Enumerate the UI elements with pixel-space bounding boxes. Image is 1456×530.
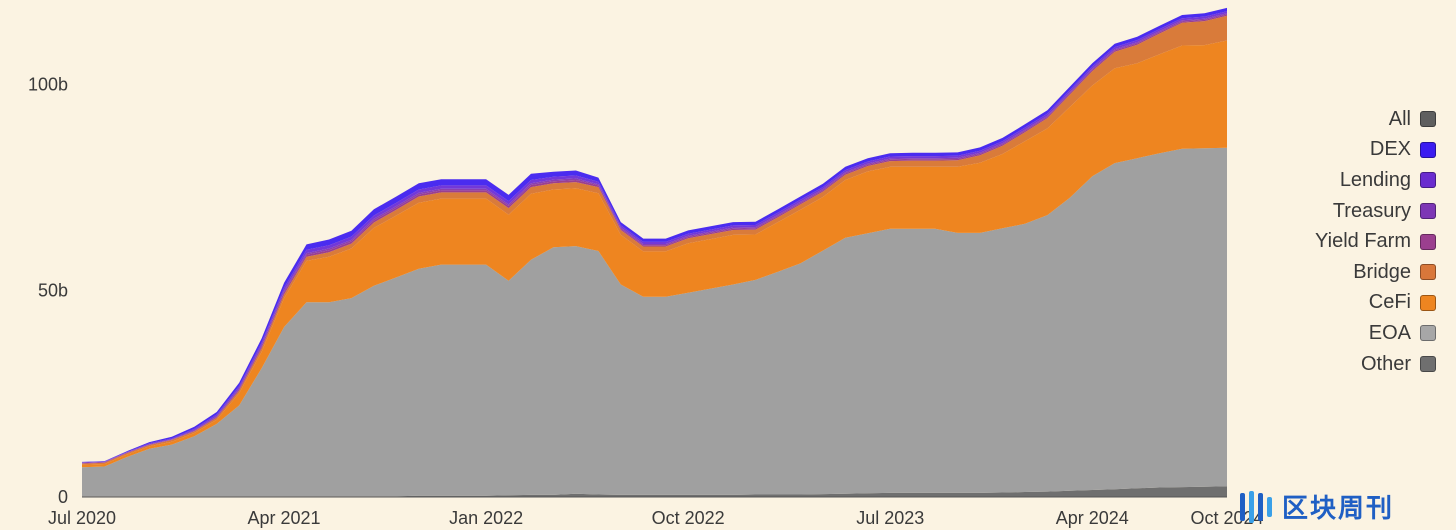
legend-item-all[interactable]: All <box>1389 104 1436 135</box>
x-tick-label: Apr 2024 <box>1056 508 1129 528</box>
legend-label: Lending <box>1339 168 1411 191</box>
legend-label: Yield Farm <box>1315 230 1411 253</box>
legend-swatch <box>1420 294 1436 311</box>
legend-item-yield-farm[interactable]: Yield Farm <box>1315 226 1436 257</box>
x-tick-label: Oct 2022 <box>652 508 725 528</box>
legend-item-dex[interactable]: DEX <box>1370 135 1436 166</box>
series-areas <box>82 7 1227 497</box>
legend-item-cefi[interactable]: CeFi <box>1369 288 1436 319</box>
x-tick-label: Jul 2020 <box>48 508 116 528</box>
legend-item-bridge[interactable]: Bridge <box>1353 257 1436 288</box>
y-tick-label: 50b <box>38 281 68 301</box>
legend-swatch <box>1420 203 1436 220</box>
chart-axes: 0 50b 100b Jul 2020 Apr 2021 Jan 2022 Oct 2022… <box>28 74 1264 528</box>
legend-label: All <box>1388 107 1411 130</box>
watermark-logo-icon <box>1240 490 1272 523</box>
y-tick-label: 0 <box>58 487 68 507</box>
chart-legend: All DEX Lending Treasury Yield Farm Bridge CeF… <box>1315 104 1436 379</box>
watermark: 区块周刊 <box>1238 488 1394 525</box>
legend-swatch <box>1420 356 1436 373</box>
area-cefi[interactable] <box>82 40 1227 468</box>
x-tick-label: Oct 2024 <box>1190 508 1263 528</box>
legend-swatch <box>1420 233 1436 250</box>
x-tick-label: Jan 2022 <box>449 508 523 528</box>
area-eoa[interactable] <box>82 147 1227 497</box>
legend-item-eoa[interactable]: EOA <box>1369 318 1436 349</box>
legend-label: Treasury <box>1332 199 1411 222</box>
x-tick-label: Apr 2021 <box>248 508 321 528</box>
area-bridge[interactable] <box>82 15 1227 465</box>
legend-label: DEX <box>1369 138 1411 161</box>
legend-item-treasury[interactable]: Treasury <box>1333 196 1436 227</box>
legend-item-lending[interactable]: Lending <box>1340 165 1436 196</box>
legend-label: Other <box>1360 352 1411 375</box>
x-tick-label: Jul 2023 <box>856 508 924 528</box>
watermark-text: 区块周刊 <box>1282 494 1395 524</box>
legend-label: EOA <box>1368 321 1411 344</box>
legend-swatch <box>1420 172 1436 189</box>
legend-label: Bridge <box>1353 260 1411 283</box>
legend-label: CeFi <box>1368 291 1411 314</box>
legend-swatch <box>1420 264 1436 281</box>
area-other[interactable] <box>82 486 1227 497</box>
y-tick-label: 100b <box>28 74 68 94</box>
legend-swatch <box>1420 141 1436 158</box>
legend-swatch <box>1420 111 1436 128</box>
legend-item-other[interactable]: Other <box>1361 349 1436 380</box>
legend-swatch <box>1420 325 1436 342</box>
